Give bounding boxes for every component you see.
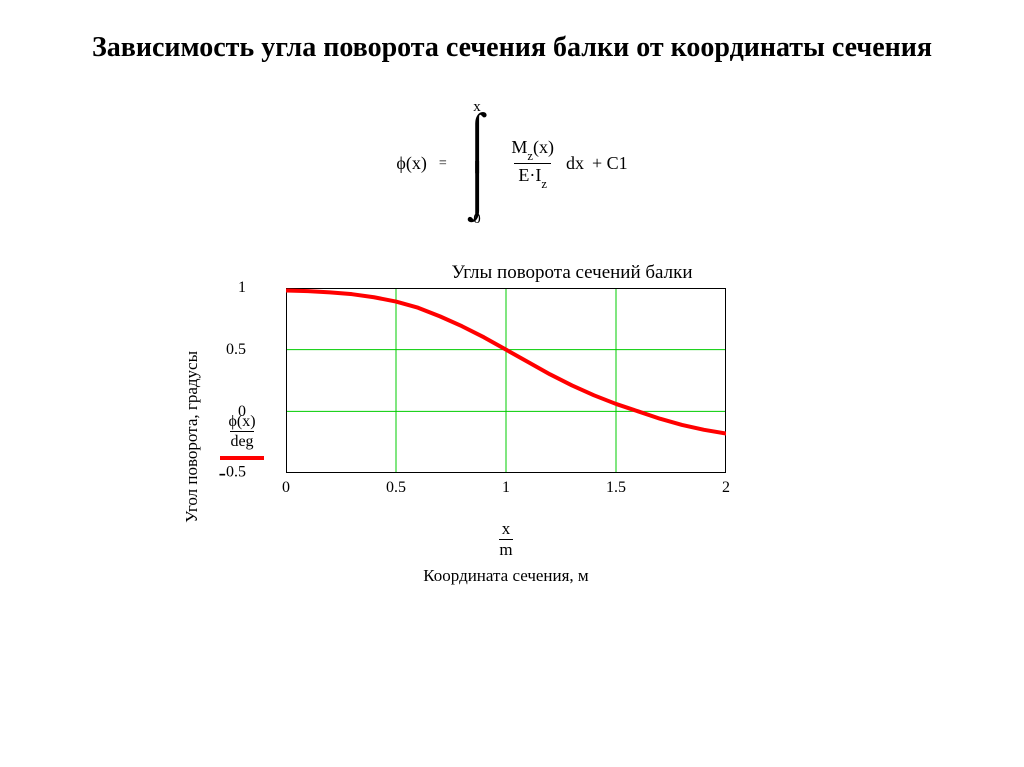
formula-lhs: ϕ(x) — [396, 153, 426, 174]
x-axis-label: Координата сечения, м — [286, 566, 726, 586]
formula: ϕ(x) = x ⌠⌡ 0 Mz(x) E·Iz dx + C1 — [0, 100, 1024, 227]
integral: x ⌠⌡ 0 — [459, 100, 496, 227]
plus-c1: + C1 — [592, 153, 628, 174]
integrand: Mz(x) E·Iz dx + C1 — [507, 138, 627, 190]
chart-container: Углы поворота сечений балки Угол поворот… — [182, 262, 842, 585]
lower-limit: 0 — [473, 212, 481, 227]
plot-area: -0.500.51 00.511.52 x m Координата сечен… — [286, 288, 726, 585]
page-title: Зависимость угла поворота сечения балки … — [0, 0, 1024, 75]
integrand-fraction: Mz(x) E·Iz — [507, 138, 558, 190]
formula-equals: = — [439, 156, 447, 172]
x-tick-labels: 00.511.52 — [286, 479, 726, 499]
dx: dx — [566, 153, 584, 174]
x-unit: x m — [286, 519, 726, 559]
chart-title: Углы поворота сечений балки — [302, 262, 842, 284]
y-axis-label: Угол поворота, градусы — [182, 351, 202, 523]
integral-sign: ⌠⌡ — [459, 115, 496, 212]
plot-svg — [286, 288, 726, 473]
legend-den: deg — [230, 431, 253, 451]
